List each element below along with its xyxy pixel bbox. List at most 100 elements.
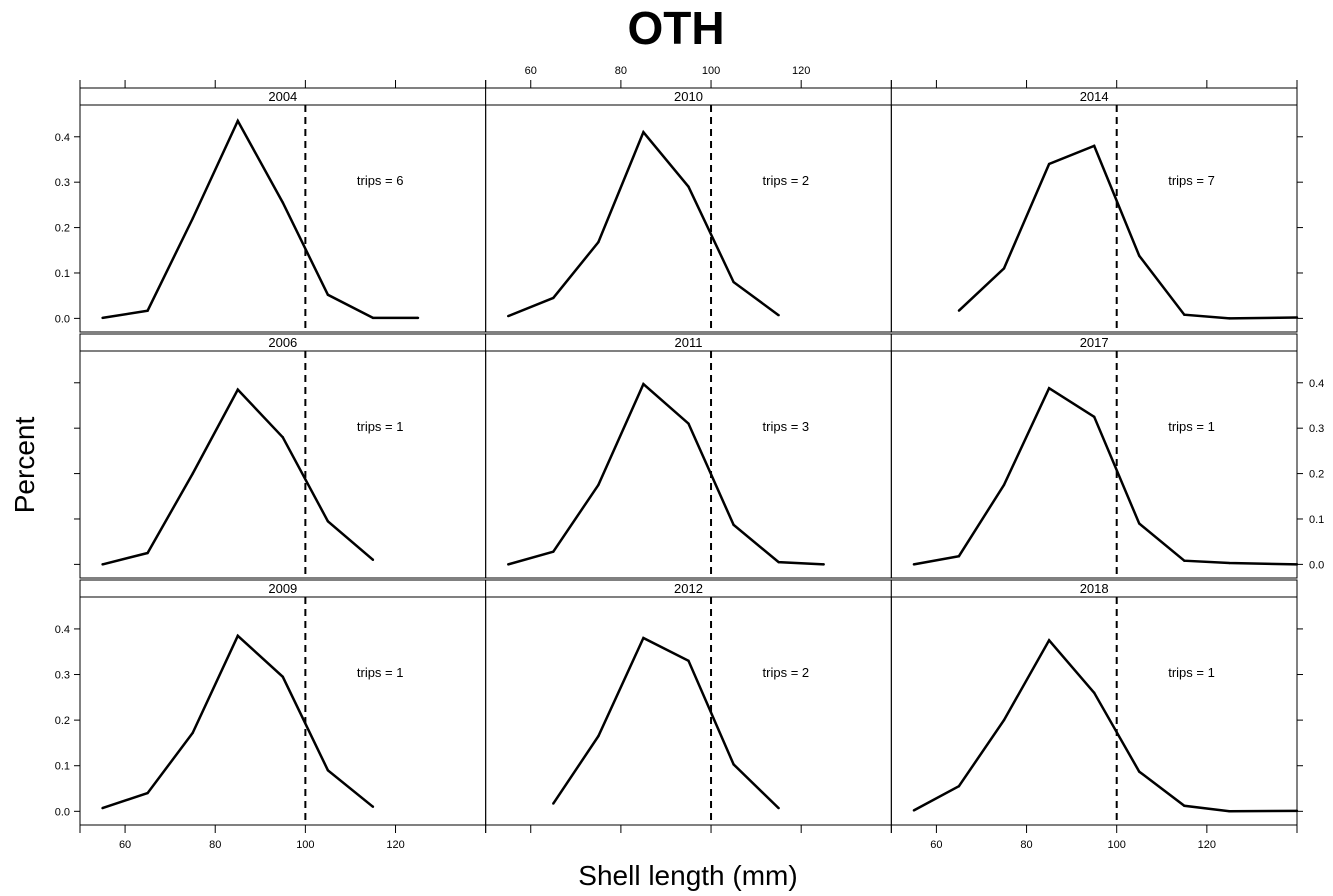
y-tick-label: 0.3: [1309, 423, 1324, 435]
panel-2012: 2012 trips = 2: [485, 579, 892, 833]
y-tick-label: 0.0: [55, 313, 70, 325]
data-point: [146, 791, 149, 795]
y-tick-label: 0.0: [1309, 559, 1324, 571]
data-point: [1138, 522, 1141, 525]
panel-frame: [485, 596, 892, 826]
panel-strip-label: 2017: [1080, 335, 1109, 350]
x-tick-label: 80: [1020, 839, 1032, 851]
data-point: [687, 185, 690, 188]
y-tick-label: 0.3: [55, 670, 70, 682]
data-point: [371, 558, 375, 562]
series-line: [102, 387, 374, 566]
data-point: [326, 769, 330, 772]
data-point: [236, 119, 239, 123]
x-tick-label: 100: [1108, 839, 1126, 851]
panel-2018: 2018 trips = 1 60 80 100 120: [890, 579, 1303, 851]
y-tick-label: 0.1: [55, 268, 70, 280]
panel-frame: [485, 350, 892, 579]
data-point: [777, 314, 780, 317]
panel-2017: 2017 trips = 1 0.0 0.1 0.2 0.3 0.4: [890, 333, 1324, 579]
panel-frame: [485, 104, 892, 333]
x-tick-label: 60: [525, 65, 537, 77]
y-tick-label: 0.3: [55, 177, 70, 189]
trips-annotation: trips = 1: [1168, 665, 1215, 680]
trips-annotation: trips = 1: [1168, 419, 1215, 434]
data-point: [191, 472, 194, 475]
data-point: [822, 563, 825, 566]
panel-2010: 2010 trips = 2 60 80 100 120: [485, 65, 892, 333]
trips-annotation: trips = 2: [763, 173, 810, 188]
y-tick-label: 0.1: [1309, 514, 1324, 526]
data-point: [1047, 162, 1051, 166]
x-axis-title: Shell length (mm): [578, 860, 797, 891]
series-line: [958, 144, 1298, 320]
data-point: [777, 560, 780, 564]
panel-strip-label: 2009: [268, 581, 297, 596]
data-point: [597, 483, 600, 487]
data-point: [732, 280, 735, 284]
y-tick-label: 0.0: [55, 806, 70, 818]
data-point: [1228, 810, 1231, 813]
data-point: [1138, 770, 1141, 773]
panel-strip-label: 2004: [268, 89, 297, 104]
data-point: [1002, 718, 1006, 722]
data-point: [326, 520, 330, 523]
trips-annotation: trips = 6: [357, 173, 404, 188]
data-point: [912, 563, 916, 566]
data-point: [507, 314, 510, 318]
y-tick-label: 0.2: [55, 223, 70, 235]
panel-strip-label: 2012: [674, 581, 703, 596]
series-line: [102, 633, 374, 810]
data-point: [1138, 254, 1141, 257]
data-point: [326, 293, 330, 296]
data-point: [1092, 144, 1096, 148]
data-point: [101, 316, 104, 320]
data-point: [101, 563, 104, 566]
data-point: [1183, 559, 1186, 562]
panel-2009: 2009 trips = 1 0.0 0.1 0.2 0.3 0.4 60 80 100 120: [55, 579, 487, 851]
data-point: [552, 802, 555, 805]
data-point: [777, 806, 780, 810]
data-point: [1002, 267, 1006, 270]
data-point: [416, 316, 420, 320]
panel-frame: [890, 104, 1298, 333]
trips-annotation: trips = 2: [763, 665, 810, 680]
data-point: [642, 382, 645, 386]
y-tick-label: 0.2: [1309, 469, 1324, 481]
series-line: [102, 118, 419, 320]
panel-strip-label: 2006: [268, 335, 297, 350]
series-line: [913, 386, 1298, 566]
x-tick-label: 120: [792, 65, 810, 77]
panel-frame: [890, 350, 1298, 579]
data-point: [597, 734, 600, 738]
series-line: [913, 638, 1298, 813]
series-line: [507, 382, 824, 566]
data-point: [236, 388, 239, 391]
panel-frame: [79, 596, 487, 826]
data-point: [552, 296, 555, 300]
panel-strip-label: 2010: [674, 89, 703, 104]
data-point: [281, 675, 285, 678]
x-tick-label: 60: [119, 839, 131, 851]
data-point: [146, 551, 149, 555]
x-tick-label: 100: [296, 839, 314, 851]
trips-annotation: trips = 3: [763, 419, 810, 434]
data-point: [191, 731, 194, 735]
data-point: [957, 555, 961, 558]
data-point: [642, 131, 645, 134]
panel-strip-label: 2011: [675, 335, 703, 350]
data-point: [1002, 483, 1006, 487]
series-line: [552, 636, 780, 809]
x-tick-label: 80: [615, 65, 627, 77]
y-tick-label: 0.1: [55, 761, 70, 773]
data-point: [1092, 691, 1096, 694]
data-point: [1228, 317, 1231, 320]
x-tick-label: 80: [209, 839, 221, 851]
data-point: [552, 550, 555, 553]
chart-title: OTH: [627, 2, 724, 54]
data-point: [236, 634, 239, 637]
data-point: [597, 240, 600, 244]
panel-2004: 2004 trips = 6 0.0 0.1 0.2 0.3 0.4: [55, 80, 487, 333]
data-point: [507, 563, 510, 566]
